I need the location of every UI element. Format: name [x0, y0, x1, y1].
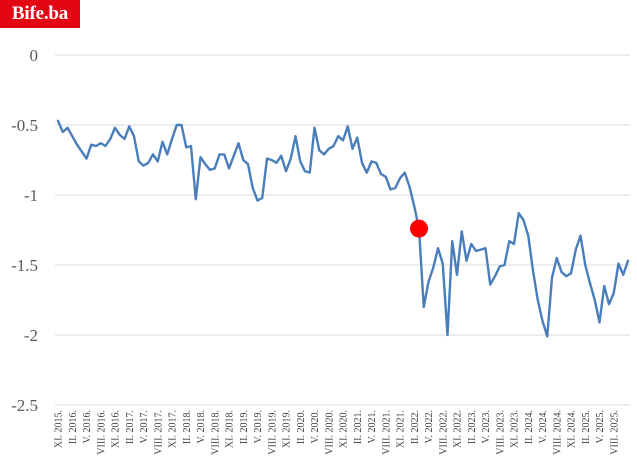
x-tick-label: II. 2025. [581, 410, 592, 444]
x-tick-label: II. 2018. [182, 410, 193, 444]
x-tick-label: XI. 2022. [453, 410, 464, 448]
x-tick-label: XI. 2019. [282, 410, 293, 448]
gridlines [55, 54, 630, 406]
y-tick-label: -1 [24, 186, 38, 205]
y-tick-label: -2.5 [11, 396, 38, 415]
x-tick-label: V. 2017. [139, 410, 150, 443]
x-tick-label: II. 2019. [239, 410, 250, 444]
x-tick-label: V. 2022. [424, 410, 435, 443]
x-tick-label: II. 2017. [125, 410, 136, 444]
x-tick-label: VIII. 2023. [495, 410, 506, 455]
x-tick-label: VIII. 2016. [96, 410, 107, 455]
x-tick-label: V. 2025. [595, 410, 606, 443]
x-tick-label: II. 2016. [68, 410, 79, 444]
series-layer [56, 119, 630, 338]
x-tick-label: V. 2018. [196, 410, 207, 443]
x-tick-label: VIII. 2017. [153, 410, 164, 455]
x-tick-label: II. 2021. [353, 410, 364, 444]
y-tick-label: 0 [30, 46, 39, 65]
x-axis-ticks: XI. 2015. II. 2016. V. 2016. VIII. 2016. XI.… [54, 410, 621, 455]
x-tick-label: VIII. 2025. [609, 410, 620, 455]
x-tick-label: VIII. 2020. [324, 410, 335, 455]
x-tick-label: XI. 2020. [339, 410, 350, 448]
x-tick-label: V. 2019. [253, 410, 264, 443]
x-tick-label: VIII. 2018. [210, 410, 221, 455]
y-tick-label: -0.5 [11, 116, 38, 135]
x-tick-label: VIII. 2024. [552, 410, 563, 455]
x-tick-label: II. 2024. [524, 410, 535, 444]
x-tick-label: XI. 2017. [168, 410, 179, 448]
x-tick-label: XI. 2023. [510, 410, 521, 448]
x-tick-label: VIII. 2022. [438, 410, 449, 455]
x-tick-label: XI. 2018. [225, 410, 236, 448]
highlight-marker [410, 219, 428, 238]
x-tick-label: VIII. 2019. [267, 410, 278, 455]
x-tick-label: V. 2021. [367, 410, 378, 443]
x-tick-label: II. 2020. [296, 410, 307, 444]
x-tick-label: XI. 2016. [111, 410, 122, 448]
x-tick-label: XI. 2021. [396, 410, 407, 448]
x-tick-label: V. 2020. [310, 410, 321, 443]
x-tick-label: XI. 2024. [567, 410, 578, 448]
y-axis-ticks: 0 -0.5 -1 -1.5 -2 -2.5 [11, 46, 38, 415]
y-tick-label: -1.5 [11, 256, 38, 275]
x-tick-label: II. 2023. [467, 410, 478, 444]
bife-logo: Bife.ba [0, 0, 80, 28]
series-line [56, 119, 630, 338]
x-tick-label: V. 2023. [481, 410, 492, 443]
x-tick-label: VIII. 2021. [381, 410, 392, 455]
x-tick-label: II. 2022. [410, 410, 421, 444]
x-tick-label: V. 2024. [538, 410, 549, 443]
x-tick-label: V. 2016. [82, 410, 93, 443]
y-tick-label: -2 [24, 326, 38, 345]
x-tick-label: XI. 2015. [54, 410, 65, 448]
